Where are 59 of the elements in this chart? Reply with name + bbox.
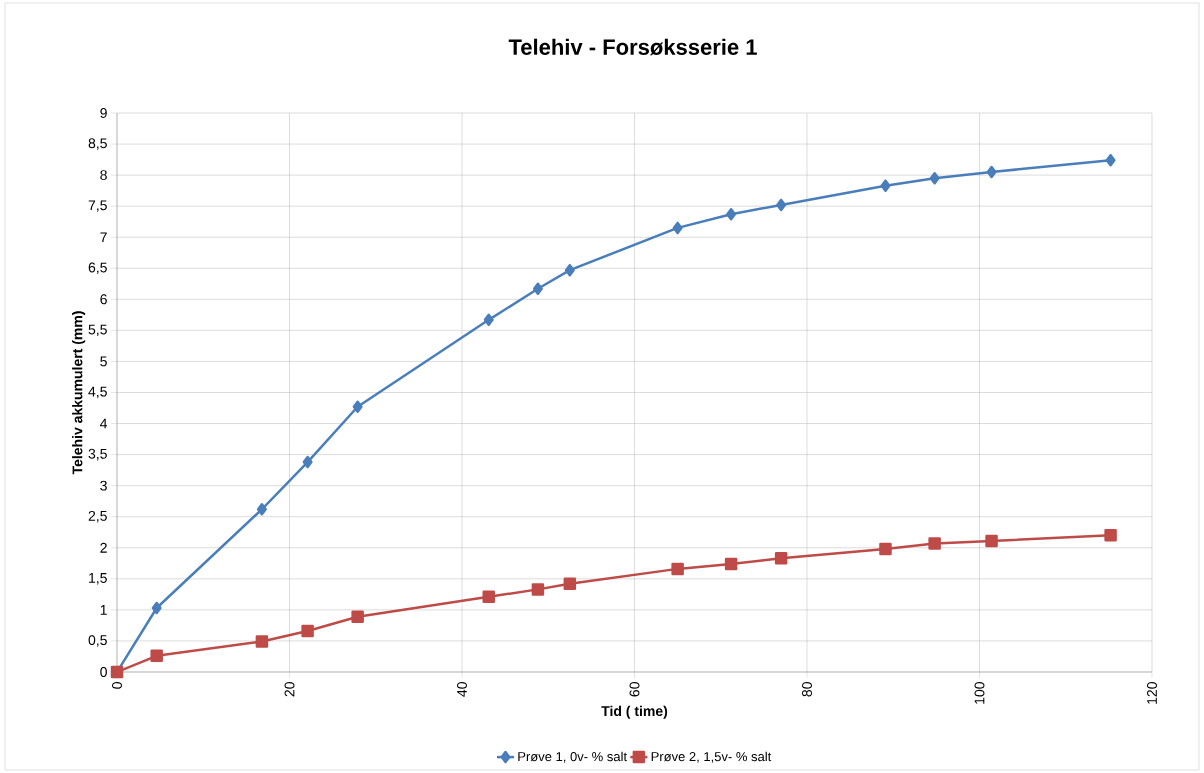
point [563,577,577,591]
point [671,562,684,576]
point [724,557,738,571]
point [532,282,543,296]
x-tick-label: 80 [802,682,812,697]
point [482,590,495,604]
y-axis-title: Telehiv akkumulert (mm) [72,311,86,475]
point [255,635,269,648]
y-tick-label: 1 [100,605,107,615]
point [986,165,997,179]
y-tick-label: 4,5 [88,386,107,399]
point [151,601,162,615]
y-tick-label: 8,5 [88,138,107,150]
x-tick-label: 60 [629,682,640,697]
x-tick-label: 120 [1147,682,1157,704]
point [256,503,267,516]
legend-label: Prøve 2, 1,5v- % salt [651,751,772,763]
y-tick-label: 8 [100,170,107,181]
y-tick-label: 4 [100,418,108,429]
y-tick-label: 9 [100,108,107,118]
x-tick-label: 0 [112,682,122,689]
y-tick-label: 7,5 [88,200,107,212]
y-tick-label: 2 [100,542,107,553]
x-tick-label: 40 [457,682,467,697]
y-tick-label: 5,5 [88,324,107,337]
point [302,455,313,469]
point [483,313,494,327]
point [985,534,998,548]
point [150,649,163,663]
point [879,542,892,556]
point [776,198,787,212]
point [672,221,683,235]
point [929,171,940,185]
y-tick-label: 6,5 [88,262,107,275]
point [726,207,737,221]
y-tick-label: 0,5 [88,635,107,647]
y-tick-label: 3 [100,480,107,491]
point [928,537,941,550]
y-tick-label: 0 [100,667,107,677]
point [352,400,363,414]
legend-label: Prøve 1, 0v- % salt [518,751,627,763]
point [531,583,545,596]
y-tick-label: 3,5 [88,448,107,461]
x-tick-label: 100 [974,682,985,704]
point [301,624,314,638]
point [880,179,891,192]
point [564,263,575,277]
y-tick-label: 2,5 [88,510,107,523]
point [1104,529,1117,542]
y-tick-label: 7 [100,232,107,243]
point [351,610,364,623]
point [1105,153,1116,167]
y-tick-label: 5 [100,356,107,367]
x-axis-title: Tid ( time) [601,705,668,719]
y-tick-label: 6 [100,294,107,305]
y-tick-label: 1,5 [89,573,107,585]
point [774,552,788,565]
chart-title: Telehiv - Forsøksserie 1 [508,38,757,56]
x-tick-label: 20 [284,682,295,697]
